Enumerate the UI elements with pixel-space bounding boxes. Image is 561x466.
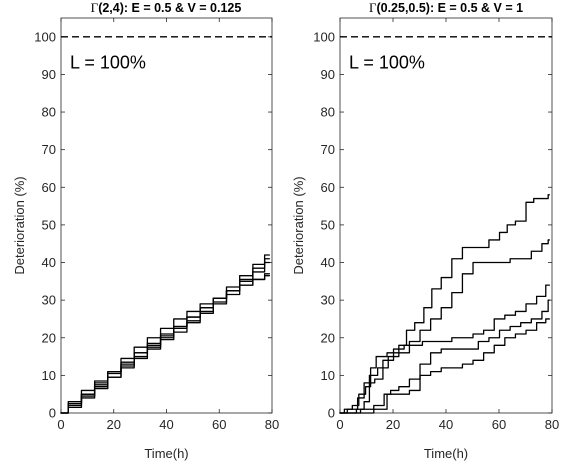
y-tick-label: 80	[42, 105, 56, 120]
y-tick-label: 80	[321, 105, 335, 120]
title-text: (2,4): E = 0.5 & V = 0.125	[98, 1, 241, 15]
x-tick-label: 60	[212, 417, 226, 432]
y-tick-label: 100	[313, 29, 335, 44]
limit-annotation: L = 100%	[349, 52, 425, 72]
x-tick-label: 80	[265, 417, 279, 432]
x-tick-label: 60	[492, 417, 506, 432]
y-axis-label: Deterioration (%)	[12, 176, 27, 274]
x-tick-label: 80	[545, 417, 559, 432]
y-tick-label: 20	[42, 330, 56, 345]
plot-area	[339, 17, 553, 414]
chart-title: Γ(2,4): E = 0.5 & V = 0.125	[91, 0, 242, 15]
y-tick-label: 70	[321, 142, 335, 157]
series-line-4	[339, 299, 550, 414]
title-gamma-symbol: Γ	[91, 0, 99, 15]
y-tick-label: 50	[42, 217, 56, 232]
y-tick-label: 100	[34, 29, 56, 44]
series-line-5	[339, 318, 550, 414]
plot-area	[60, 17, 273, 414]
y-tick-label: 40	[42, 255, 56, 270]
title-text: (0.25,0.5): E = 0.5 & V = 1	[376, 1, 523, 15]
chart-panel-2: 0 20 40 60 80 0 10 20 30 40 50 60 70 80 90 100 L = 100% Γ…	[291, 0, 559, 461]
y-tick-label: 30	[42, 293, 56, 308]
y-tick-label: 70	[42, 142, 56, 157]
chart-title: Γ(0.25,0.5): E = 0.5 & V = 1	[369, 0, 523, 15]
y-tick-label: 20	[321, 330, 335, 345]
series-line-5	[60, 258, 271, 414]
y-tick-label: 90	[42, 67, 56, 82]
limit-annotation: L = 100%	[70, 52, 146, 72]
title-gamma-symbol: Γ	[369, 0, 377, 15]
y-axis-label: Deterioration (%)	[291, 176, 306, 274]
x-tick-label: 0	[57, 417, 64, 432]
series-line-2	[339, 239, 550, 414]
x-tick-label: 40	[439, 417, 453, 432]
y-tick-label: 60	[321, 180, 335, 195]
y-tick-label: 10	[321, 368, 335, 383]
y-tick-label: 50	[321, 217, 335, 232]
x-tick-label: 40	[159, 417, 173, 432]
y-tick-label: 0	[328, 406, 335, 421]
series-line-3	[339, 284, 550, 414]
x-axis-label: Time(h)	[424, 446, 468, 461]
y-tick-label: 0	[49, 406, 56, 421]
y-tick-label: 40	[321, 255, 335, 270]
x-tick-label: 20	[107, 417, 121, 432]
y-tick-label: 90	[321, 67, 335, 82]
y-tick-label: 10	[42, 368, 56, 383]
x-tick-label: 0	[336, 417, 343, 432]
y-tick-label: 30	[321, 293, 335, 308]
chart-panel-1: 0 20 40 60 80 0 10 20 30 40 50 60 70 80 90 100 L = 100% Γ…	[12, 0, 279, 461]
x-tick-label: 20	[386, 417, 400, 432]
y-tick-label: 60	[42, 180, 56, 195]
x-axis-label: Time(h)	[144, 446, 188, 461]
